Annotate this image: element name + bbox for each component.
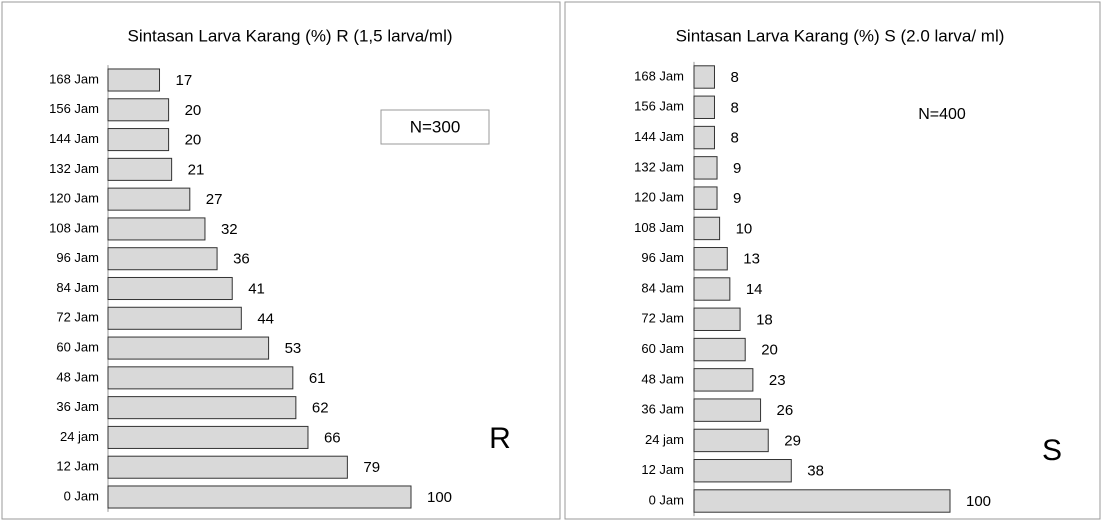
y-tick-label: 144 Jam [49, 131, 99, 146]
data-label: 38 [807, 463, 824, 480]
y-tick-label: 72 Jam [641, 311, 684, 326]
data-label: 41 [248, 280, 265, 297]
y-tick-label: 12 Jam [56, 459, 99, 474]
annotation: S [1042, 434, 1062, 467]
bar [693, 125, 715, 150]
data-label: 66 [324, 429, 341, 446]
data-label: 9 [733, 160, 741, 177]
y-tick-label: 144 Jam [634, 129, 684, 144]
data-label: 9 [733, 190, 741, 207]
data-label: 62 [312, 400, 329, 417]
y-tick-label: 60 Jam [641, 341, 684, 356]
bar [107, 68, 161, 92]
bar [107, 366, 294, 390]
data-label: 20 [185, 102, 202, 119]
bar [107, 336, 270, 360]
data-label: 8 [730, 130, 738, 147]
y-tick-label: 96 Jam [641, 250, 684, 265]
data-label: 10 [736, 220, 753, 237]
data-label: 21 [188, 161, 205, 178]
bar [693, 95, 715, 119]
data-label: 44 [257, 310, 274, 327]
data-label: 32 [221, 221, 238, 238]
y-tick-label: 36 Jam [56, 399, 99, 414]
y-tick-label: 24 jam [60, 429, 99, 444]
y-tick-label: 84 Jam [56, 280, 99, 295]
data-label: 8 [730, 99, 738, 116]
y-tick-label: 156 Jam [634, 99, 684, 114]
annotation-box [380, 109, 490, 145]
bar [693, 489, 951, 513]
data-label: 20 [761, 342, 778, 359]
data-label: 26 [777, 402, 794, 419]
data-label: 79 [363, 459, 380, 476]
bar [107, 425, 309, 449]
y-tick-label: 48 Jam [641, 371, 684, 386]
bar [107, 128, 170, 152]
y-tick-label: 96 Jam [56, 250, 99, 265]
data-label: 53 [285, 340, 302, 357]
data-label: 36 [233, 251, 250, 268]
y-tick-label: 156 Jam [49, 101, 99, 116]
y-tick-label: 120 Jam [49, 191, 99, 206]
data-label: 13 [743, 251, 760, 268]
bar [693, 307, 741, 331]
y-tick-label: 108 Jam [49, 220, 99, 235]
bar [693, 186, 718, 210]
y-tick-label: 12 Jam [641, 462, 684, 477]
bar [107, 306, 242, 330]
data-label: 100 [966, 493, 991, 510]
bar [693, 65, 715, 89]
y-tick-label: 120 Jam [634, 190, 684, 205]
bar [107, 276, 233, 301]
y-tick-label: 0 Jam [64, 488, 99, 503]
data-label: 14 [746, 281, 763, 298]
data-label: 29 [784, 432, 801, 449]
y-tick-label: 0 Jam [649, 492, 684, 507]
data-label: 8 [730, 69, 738, 86]
y-tick-label: 168 Jam [634, 68, 684, 83]
y-tick-label: 168 Jam [49, 71, 99, 86]
data-label: 17 [176, 72, 193, 89]
bar [693, 216, 721, 241]
y-tick-label: 72 Jam [56, 310, 99, 325]
y-tick-label: 60 Jam [56, 340, 99, 355]
bar [107, 396, 297, 420]
bar [693, 459, 792, 483]
bar [107, 485, 412, 509]
chart-title: Sintasan Larva Karang (%) S (2.0 larva/ … [676, 26, 1005, 45]
bar [693, 428, 769, 453]
bar [107, 157, 173, 181]
bar [693, 398, 762, 422]
bar [107, 187, 191, 211]
y-tick-label: 36 Jam [641, 402, 684, 417]
y-tick-label: 132 Jam [634, 159, 684, 174]
data-label: 18 [756, 311, 773, 328]
annotation: N=300 [410, 117, 461, 136]
bar [107, 217, 206, 241]
y-tick-label: 48 Jam [56, 369, 99, 384]
y-tick-label: 108 Jam [634, 220, 684, 235]
bar [693, 277, 731, 301]
bar [107, 98, 170, 122]
bar [107, 455, 348, 479]
bar [107, 247, 218, 271]
y-tick-label: 24 jam [645, 432, 684, 447]
data-label: 61 [309, 370, 326, 387]
right-panel [564, 1, 1101, 520]
data-label: 20 [185, 132, 202, 149]
y-tick-label: 84 Jam [641, 280, 684, 295]
bar [693, 368, 754, 392]
bar [693, 156, 718, 180]
data-label: 100 [427, 489, 452, 506]
annotation: R [489, 422, 511, 455]
chart-title: Sintasan Larva Karang (%) R (1,5 larva/m… [127, 26, 452, 45]
data-label: 27 [206, 191, 223, 208]
y-tick-label: 132 Jam [49, 161, 99, 176]
bar [693, 247, 728, 271]
annotation: N=400 [918, 106, 966, 123]
bar [693, 337, 746, 362]
data-label: 23 [769, 372, 786, 389]
